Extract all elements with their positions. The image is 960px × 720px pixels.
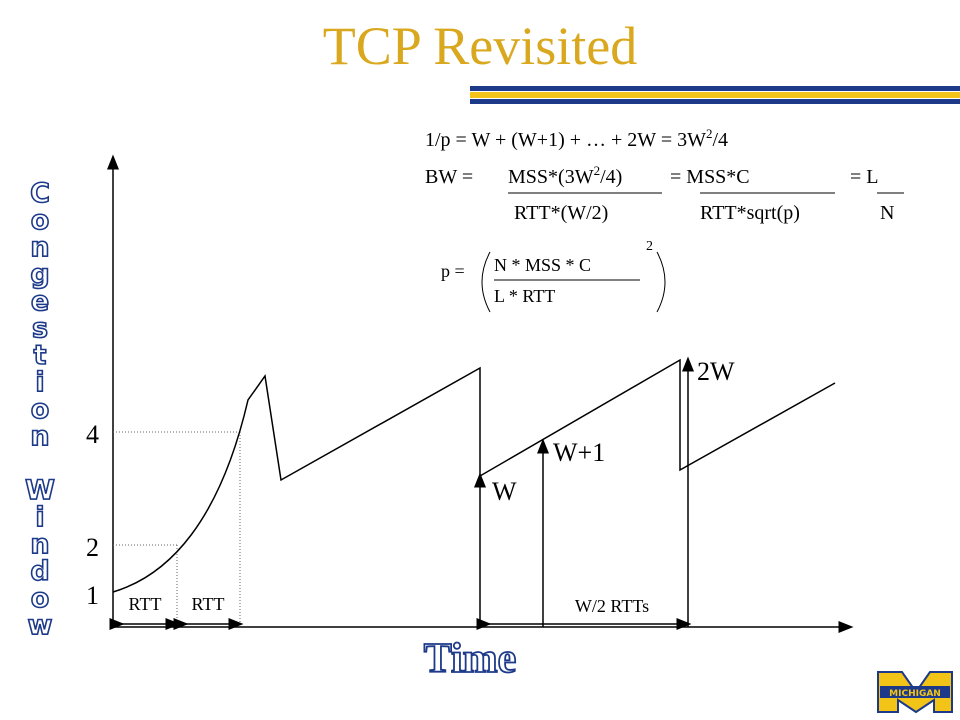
x-axis-label: Time [424, 636, 517, 682]
superscript: 2 [706, 126, 713, 141]
fraction-den: RTT*(W/2) [514, 202, 608, 224]
point-label: 2W [697, 357, 735, 386]
formula: p = [441, 261, 465, 281]
fraction-den: L * RTT [494, 286, 555, 306]
point-arrows [474, 356, 694, 627]
fraction-den: N [880, 202, 894, 224]
stripe [470, 92, 960, 98]
formula-part: 1/p = W + (W+1) + … + 2W = 3W [425, 129, 706, 151]
formula-part: MSS*(3W [508, 166, 594, 188]
fraction-num: MSS*(3W2/4) [508, 163, 622, 188]
logo: MICHIGAN [877, 671, 953, 714]
formula-part: /4) [600, 166, 622, 188]
fraction-bars [481, 192, 904, 313]
logo-text: MICHIGAN [889, 689, 941, 699]
y-label: 1 [86, 581, 99, 610]
exponent: 2 [646, 239, 653, 254]
interval-label: W/2 RTTs [575, 596, 649, 616]
y-label: 4 [86, 420, 99, 449]
cwnd-curve [112, 358, 836, 593]
fraction-num: N * MSS * C [494, 255, 591, 275]
fraction-num: = L [850, 166, 879, 188]
guides [113, 368, 689, 627]
point-label: W+1 [553, 438, 605, 467]
superscript: 2 [594, 163, 601, 178]
interval-label: RTT [192, 594, 225, 614]
title: TCP Revisited [323, 16, 638, 76]
formula: BW = [425, 166, 473, 188]
formula-part: /4 [712, 129, 728, 151]
y-axis-label: Congestion Window [25, 178, 56, 637]
fraction-den: RTT*sqrt(p) [700, 202, 800, 224]
stripe [470, 86, 960, 91]
formula: 1/p = W + (W+1) + … + 2W = 3W2/4 [425, 126, 728, 151]
y-label: 2 [86, 533, 99, 562]
fraction-num: = MSS*C [670, 166, 750, 188]
interval-label: RTT [129, 594, 162, 614]
stripe [470, 99, 960, 104]
point-label: W [492, 477, 517, 506]
